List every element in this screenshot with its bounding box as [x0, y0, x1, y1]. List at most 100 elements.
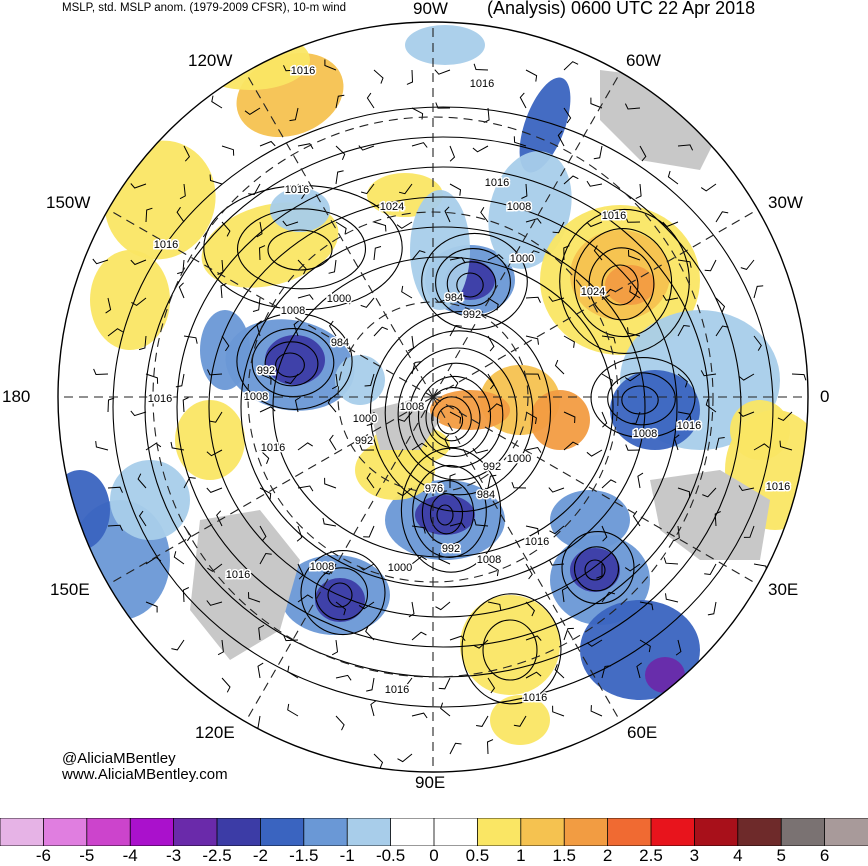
anomaly-region — [570, 548, 620, 592]
isobar — [300, 550, 386, 636]
wind-barb — [791, 373, 807, 381]
wind-barb — [519, 92, 527, 109]
wind-barb — [563, 175, 579, 185]
isobar — [272, 256, 614, 558]
wind-barb — [625, 216, 641, 223]
wind-barb — [753, 443, 770, 451]
wind-barb — [673, 434, 680, 451]
credit-handle: @AliciaMBentley — [62, 750, 176, 767]
contour-label: 1016 — [261, 442, 285, 454]
wind-barb — [590, 97, 603, 109]
wind-barb — [248, 183, 261, 196]
wind-barb — [586, 639, 603, 647]
colorbar-swatch — [216, 818, 262, 846]
wind-barb — [440, 702, 451, 717]
isobar — [236, 312, 353, 410]
elevated-land — [190, 510, 300, 660]
isobar — [435, 248, 511, 318]
meridian-line — [245, 396, 434, 723]
colorbar-tick-label: 6 — [819, 846, 830, 865]
colorbar-tick-label: 4 — [733, 846, 743, 865]
wind-barb — [665, 593, 679, 603]
anomaly-region — [605, 265, 655, 305]
wind-barb — [107, 328, 123, 337]
contour-label: 976 — [425, 483, 443, 495]
wind-barb — [408, 601, 415, 618]
wind-barb — [487, 177, 504, 185]
contour-label: 1016 — [523, 692, 547, 704]
wind-barb — [714, 511, 721, 527]
wind-barb — [561, 586, 568, 603]
colorbar-swatch — [303, 818, 349, 846]
wind-barb — [207, 563, 223, 572]
isobar — [384, 330, 534, 496]
lon-label-60w: 60W — [626, 51, 661, 70]
wind-barb — [753, 285, 764, 299]
contour-label: 1016 — [226, 569, 250, 581]
wind-barb — [398, 677, 413, 689]
wind-barb — [411, 712, 428, 719]
colorbar-tick-label: 0.5 — [465, 846, 490, 865]
wind-barb — [360, 297, 375, 308]
contour-label: 1016 — [470, 78, 494, 90]
wind-barb — [331, 373, 339, 390]
colorbar-swatch — [86, 818, 132, 846]
isobar — [421, 232, 528, 330]
elevated-land — [370, 400, 440, 450]
wind-barb — [662, 221, 679, 228]
wind-barb — [449, 522, 466, 529]
wind-barb — [677, 324, 690, 337]
wind-barb — [364, 373, 375, 387]
wind-barb — [635, 183, 642, 200]
wind-barb — [297, 485, 314, 492]
wind-barb — [259, 406, 276, 413]
isobar — [436, 405, 464, 435]
wind-barb — [171, 639, 185, 651]
wind-barb — [480, 207, 489, 223]
wind-barb — [629, 411, 641, 424]
lon-label-180: 180 — [2, 387, 31, 406]
wind-barb — [107, 486, 123, 493]
wind-barb — [487, 335, 495, 352]
wind-barb — [335, 170, 344, 185]
isobar — [267, 229, 333, 271]
wind-barb — [411, 250, 426, 261]
contour-label: 984 — [331, 337, 349, 349]
isobar — [144, 136, 742, 678]
contour-label: 1024 — [581, 286, 605, 298]
anomaly-region — [405, 25, 485, 65]
contour-label: 1016 — [602, 210, 626, 222]
colorbar-swatch — [259, 818, 305, 846]
contour-label: 1008 — [281, 305, 305, 317]
wind-barb — [331, 639, 339, 656]
colorbar-tick-label: 5 — [776, 846, 786, 865]
isobar — [203, 185, 403, 311]
credit-website: www.AliciaMBentley.com — [62, 766, 228, 783]
isobar — [573, 546, 620, 592]
contour-label: 1008 — [477, 554, 501, 566]
wind-barb — [473, 639, 489, 649]
wind-barb — [252, 297, 261, 312]
wind-barb — [221, 221, 231, 237]
contour-label: 984 — [477, 489, 495, 501]
wind-barb — [373, 246, 382, 261]
wind-barb — [632, 510, 641, 527]
wind-barb — [182, 587, 190, 603]
isobar — [588, 247, 655, 321]
wind-barb — [209, 411, 223, 423]
wind-barb — [624, 373, 641, 382]
isobar — [573, 228, 673, 338]
wind-barb — [449, 742, 462, 755]
wind-barb — [596, 564, 603, 579]
wind-barb — [449, 324, 462, 337]
isobar — [561, 531, 635, 605]
wind-barb — [563, 441, 579, 451]
anomaly-region — [580, 600, 700, 700]
wind-barb — [473, 63, 489, 71]
wind-barb — [289, 107, 299, 122]
wind-barb — [552, 705, 565, 717]
colorbar-swatch — [346, 818, 392, 846]
wind-barb — [449, 635, 466, 642]
wind-barb — [593, 145, 603, 160]
anomaly-region — [530, 390, 590, 450]
